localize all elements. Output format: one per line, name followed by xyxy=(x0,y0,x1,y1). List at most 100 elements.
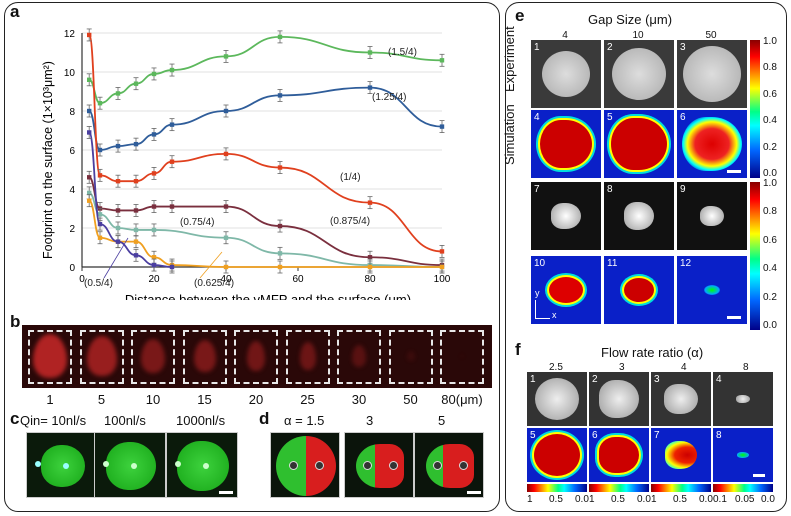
flow-rate-label: 100nl/s xyxy=(104,413,146,428)
colorbar xyxy=(750,40,760,178)
aperture-dot xyxy=(389,461,398,470)
alpha-label: 3 xyxy=(366,413,374,428)
colorbar-tick: 0.2 xyxy=(763,291,777,303)
tile-number: 1 xyxy=(534,42,540,53)
concentration-profile xyxy=(599,437,639,473)
data-point xyxy=(367,264,373,270)
data-point xyxy=(223,151,229,157)
aperture-dot xyxy=(363,461,372,470)
y-tick-label: 2 xyxy=(69,224,75,235)
data-point xyxy=(133,227,139,233)
colorbar-tick: 0.6 xyxy=(763,88,777,100)
footprint-frame-9 xyxy=(440,330,484,384)
series-label: (1/4) xyxy=(340,172,361,183)
series-line xyxy=(88,34,443,253)
horizontal-colorbar xyxy=(589,484,649,492)
aperture-dot xyxy=(175,461,181,467)
footprint-blob xyxy=(193,340,216,372)
data-point xyxy=(133,239,139,244)
data-point xyxy=(97,221,103,227)
x-tick-label: 0 xyxy=(79,274,85,285)
footprint-frame-6 xyxy=(285,330,330,384)
distance-label: 20 xyxy=(248,392,264,407)
footprint-image xyxy=(542,51,590,97)
experiment-tile-1: 1 xyxy=(531,40,601,108)
colorbar-tick: 1.0 xyxy=(763,36,777,47)
colorbar-tick: 0.5 xyxy=(611,494,625,505)
colorbar-tick: 0.1 xyxy=(713,494,727,505)
alpha-col-label: 8 xyxy=(743,362,749,373)
data-point xyxy=(367,50,373,55)
footprint-image xyxy=(664,384,698,414)
data-point xyxy=(115,179,121,184)
data-point xyxy=(87,108,92,114)
data-point xyxy=(277,93,283,98)
series-line xyxy=(88,192,443,268)
footprint-image xyxy=(683,46,741,102)
data-point xyxy=(169,204,175,209)
horizontal-colorbar xyxy=(527,484,587,492)
data-point xyxy=(151,71,157,77)
aperture-dot xyxy=(459,461,468,470)
flow-rate-image-1 xyxy=(26,432,98,498)
data-point xyxy=(115,143,121,149)
experiment-alpha-tile-2: 2 xyxy=(589,372,649,426)
data-point xyxy=(223,204,229,209)
data-point xyxy=(367,85,373,90)
distance-label: 80(μm) xyxy=(441,392,483,407)
distance-label: 25 xyxy=(300,392,315,407)
experiment-tile-8: 8 xyxy=(604,182,674,250)
data-point xyxy=(277,223,283,229)
two-phase-droplet xyxy=(276,436,336,496)
colorbar-tick: 0.8 xyxy=(763,206,777,218)
colorbar-tick: 0.4 xyxy=(763,263,777,275)
panel-label-c: c xyxy=(10,409,20,428)
data-point xyxy=(223,54,229,59)
colorbar-tick: 0.0 xyxy=(575,494,589,505)
aperture-dot xyxy=(131,463,137,469)
experiment-tile-9: 9 xyxy=(677,182,747,250)
colorbar-tick: 0.6 xyxy=(763,234,777,246)
alpha-col-label: 3 xyxy=(619,362,625,373)
footprint-blob xyxy=(33,334,67,378)
data-point xyxy=(439,264,445,270)
data-point xyxy=(169,122,175,127)
tile-number: 2 xyxy=(592,374,598,385)
x-tick-label: 40 xyxy=(220,274,232,285)
distance-label: 50 xyxy=(403,392,418,407)
distance-label: 15 xyxy=(197,392,212,407)
simulation-tile-10: 10 y x xyxy=(531,256,601,324)
data-point xyxy=(133,141,139,147)
left-figure-frame xyxy=(4,2,500,512)
gap-size-title: Gap Size (μm) xyxy=(588,12,673,27)
concentration-profile xyxy=(665,441,697,469)
panel-label-a: a xyxy=(10,2,20,21)
y-tick-label: 12 xyxy=(64,29,76,40)
tile-number: 4 xyxy=(534,112,540,123)
aperture-dot xyxy=(35,461,41,467)
simulation-alpha-tile-7: 7 xyxy=(651,428,711,482)
tile-number: 11 xyxy=(607,258,618,269)
colorbar-tick: 0.8 xyxy=(763,62,777,74)
aperture-dot xyxy=(433,461,442,470)
scale-bar xyxy=(727,316,741,319)
data-point xyxy=(87,77,92,82)
experiment-tile-3: 3 xyxy=(677,40,747,108)
colorbar-tick: 0.5 xyxy=(673,494,687,505)
tile-number: 5 xyxy=(607,112,613,123)
data-point xyxy=(151,227,157,233)
tile-number: 10 xyxy=(534,258,546,269)
concentration-profile xyxy=(549,277,583,303)
tile-number: 5 xyxy=(530,430,536,441)
footprint-image xyxy=(624,202,654,230)
colorbar xyxy=(750,182,760,330)
distance-label: 5 xyxy=(97,392,106,407)
concentration-profile xyxy=(682,117,742,171)
aperture-dot xyxy=(315,461,324,470)
colorbar-tick: 0.05 xyxy=(735,494,755,505)
data-point xyxy=(277,34,283,40)
footprint-blob xyxy=(299,342,316,370)
y-tick-label: 6 xyxy=(69,146,75,157)
colorbar-tick: 0.0 xyxy=(637,494,651,505)
footprint-frame-2 xyxy=(79,330,124,384)
